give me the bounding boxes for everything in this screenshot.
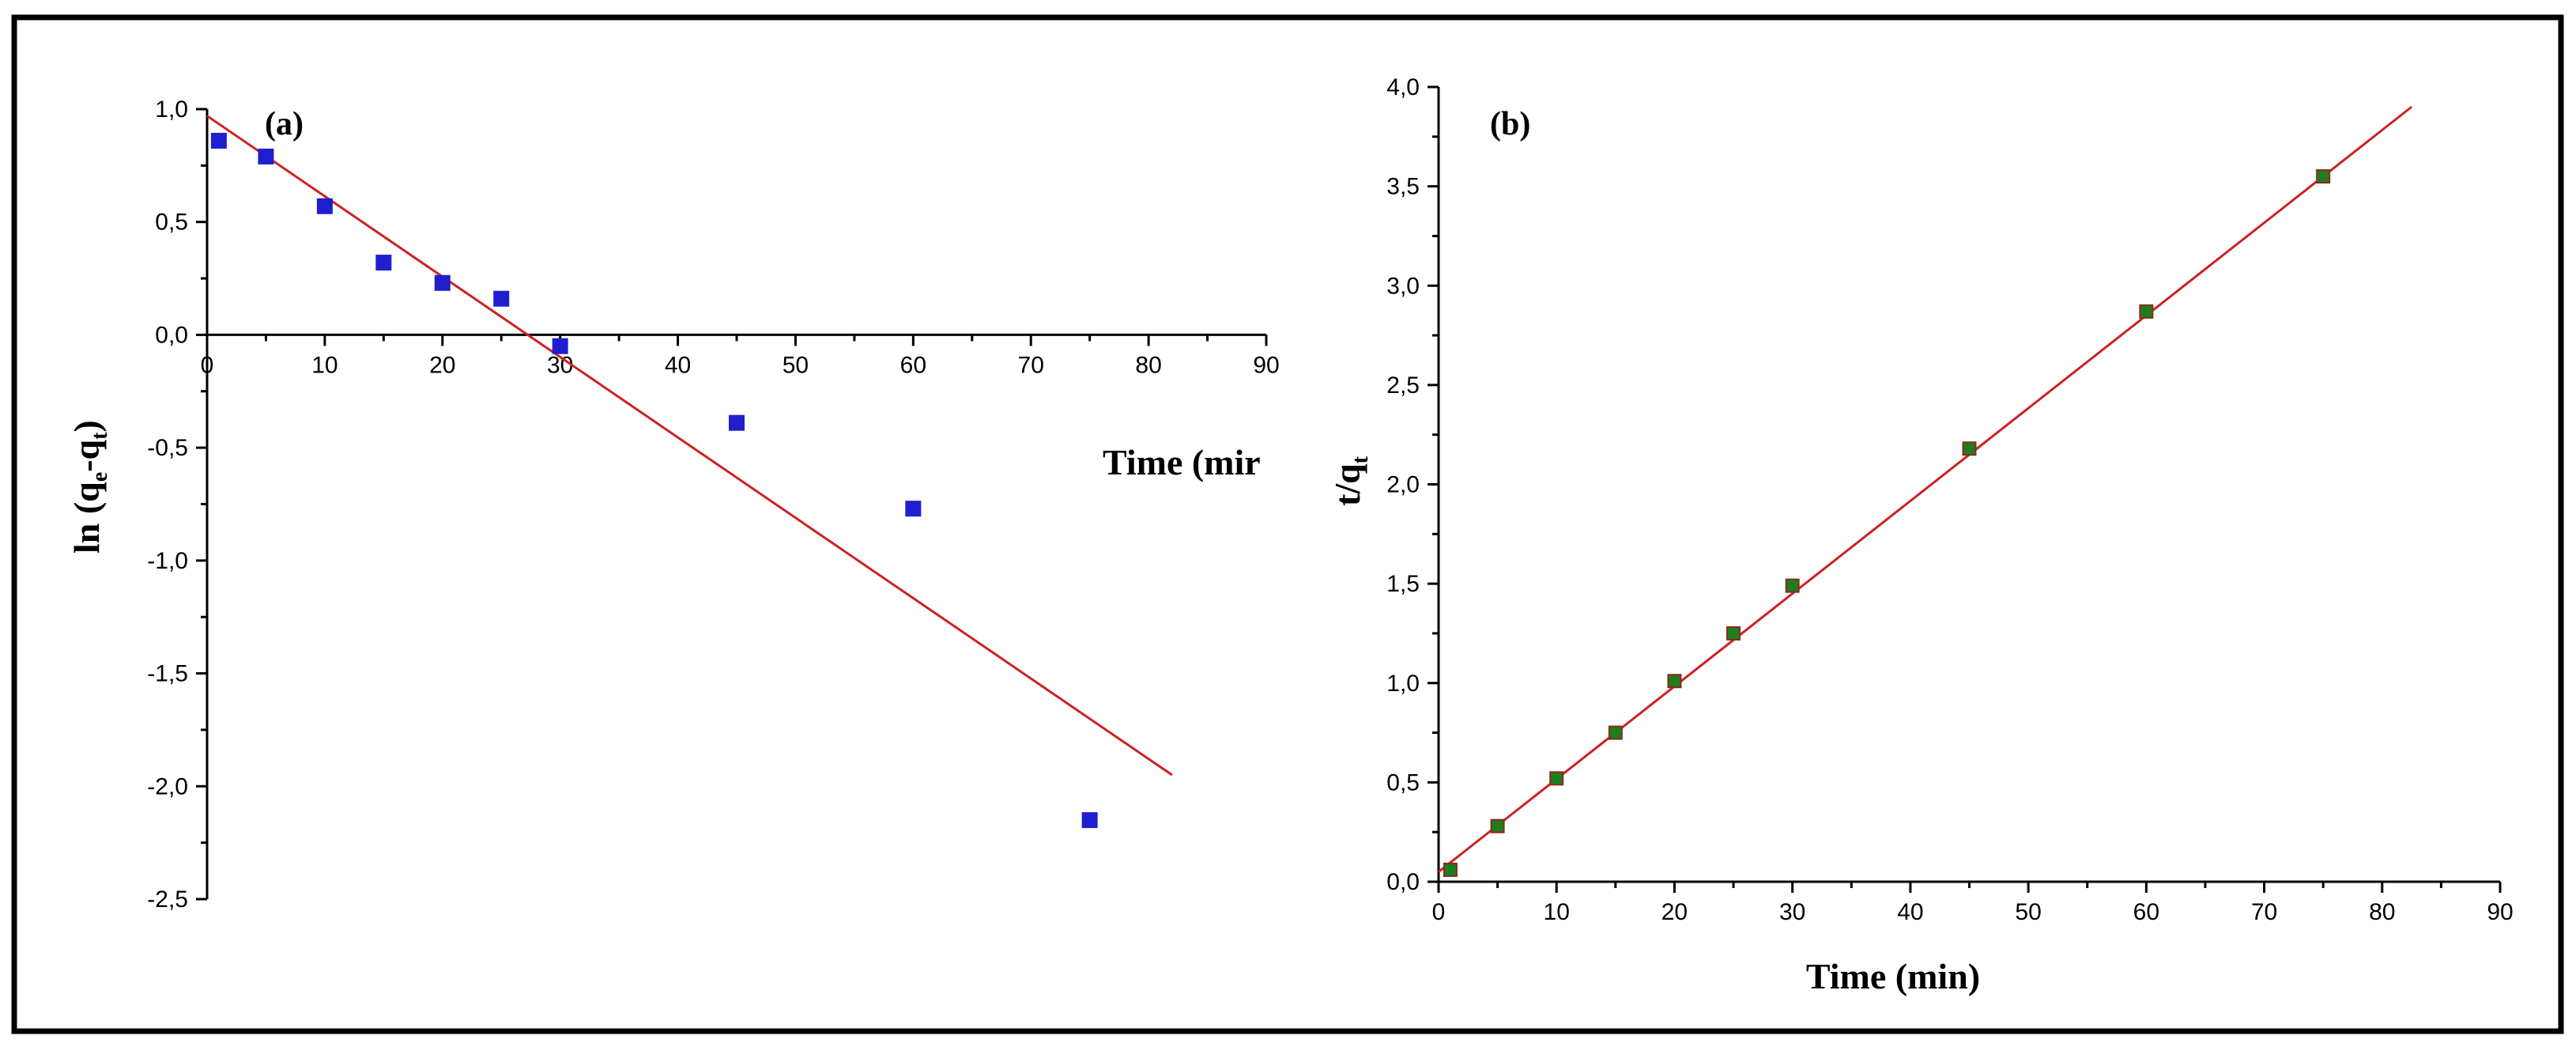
panel-b-x-tick-label: 50 — [2015, 899, 2041, 925]
figure-frame — [11, 14, 2564, 1034]
panel-b-y-tick-label: 2,5 — [1386, 372, 1420, 399]
panel-a-y-tick-label: -0,5 — [147, 435, 188, 461]
panel-a-x-tick-label: 50 — [783, 352, 809, 378]
panel-b-x-tick-label: 0 — [1432, 899, 1446, 925]
panel-a-data-point — [258, 148, 274, 164]
panel-a-ylabel-sub2: t — [88, 432, 112, 440]
panel-a-y-tick-label: -2,0 — [147, 773, 188, 799]
panel-a-ylabel-mid: -q — [66, 439, 107, 471]
panel-b-y-tick-label: 4,0 — [1386, 74, 1420, 100]
panel-b-y-tick-label: 0,5 — [1386, 769, 1420, 796]
panel-b-y-tick-label: 3,5 — [1386, 174, 1420, 200]
panel-a-ticks: 0 10 20 30 40 50 60 70 80 901,00,50,0-0,5-1,0-1,5… — [147, 96, 1279, 913]
panel-a-fit-line-group — [206, 115, 1173, 777]
panel-a-y-tick-label: 0,0 — [155, 322, 188, 348]
panel-b-ylabel-main: t/q — [1327, 463, 1367, 506]
panel-b-data-point — [1667, 674, 1682, 689]
panel-b-data-point — [2139, 304, 2154, 319]
panel-a-x-tick-label: 40 — [665, 352, 691, 378]
panel-a-points — [210, 132, 1098, 829]
panel-a-y-tick-label: 0,5 — [155, 210, 188, 236]
panel-b-ylabel-sub1: t — [1348, 455, 1373, 463]
panel-a-y-axis-title: ln (qe-qt) — [66, 420, 112, 554]
panel-a-x-axis-title: Time (mir — [1103, 442, 1261, 482]
panel-b: 0 10 20 30 40 50 60 70 80 90 0,0 0,5 1,0 1,5 2,0 2,5 3,0… — [1327, 74, 2514, 996]
panel-a-y-tick-label: 1,0 — [155, 96, 188, 123]
panel-a-data-point — [375, 255, 392, 271]
panel-a-ylabel-main: ln (q — [66, 482, 107, 554]
panel-b-fit-line-group — [1438, 105, 2413, 873]
panel-a-data-point — [1081, 812, 1098, 829]
panel-b-x-tick-label: 30 — [1779, 899, 1805, 925]
panel-a-x-tick-label: 60 — [900, 352, 926, 378]
panel-a-fit-line — [206, 115, 1173, 777]
panel-a-y-tick-label: -2,5 — [147, 886, 188, 913]
panel-b-x-tick-label: 10 — [1544, 899, 1570, 925]
panel-b-y-axis-title: t/qt — [1327, 455, 1373, 506]
panel-b-x-tick-label: 20 — [1661, 899, 1688, 925]
panel-b-x-tick-label: 70 — [2251, 899, 2277, 925]
panel-b-data-point — [1443, 862, 1458, 877]
panel-a-data-point — [905, 501, 922, 517]
panel-a-x-tick-label: 90 — [1253, 352, 1279, 378]
panel-a-data-point — [316, 198, 333, 214]
panel-b-data-point — [1785, 578, 1800, 593]
panel-a-y-tick-label: -1,0 — [147, 548, 188, 574]
panel-a-x-tick-label: 0 — [201, 352, 214, 378]
panel-a-x-tick-label: 20 — [429, 352, 455, 378]
panel-b-fit-line — [1438, 105, 2413, 873]
panel-a-data-point — [434, 274, 451, 291]
panel-b-data-point — [1608, 725, 1623, 740]
panel-b-ticks: 0 10 20 30 40 50 60 70 80 90 0,0 0,5 1,0 1,5 2,0 2,5 3,0… — [1386, 74, 2513, 925]
panel-b-y-tick-label: 0,0 — [1386, 869, 1420, 895]
panel-b-y-tick-label: 1,5 — [1386, 571, 1420, 597]
panel-a-ylabel-sub1: e — [88, 472, 112, 482]
panel-a-data-point — [493, 290, 510, 307]
panel-b-data-point — [1962, 441, 1977, 456]
panel-a-data-point — [210, 132, 227, 149]
panel-b-label: (b) — [1490, 106, 1530, 142]
panel-a-x-tick-label: 10 — [311, 352, 338, 378]
panel-b-y-tick-label: 1,0 — [1386, 671, 1420, 697]
panel-a-ylabel-end: ) — [66, 420, 107, 432]
panel-a-y-tick-label: -1,5 — [147, 661, 188, 687]
panel-b-data-point — [1726, 626, 1741, 641]
panel-b-x-tick-label: 80 — [2369, 899, 2395, 925]
panel-a-data-point — [552, 338, 568, 354]
panel-a-label: (a) — [265, 106, 304, 142]
panel-a-data-point — [729, 414, 745, 431]
panel-b-y-tick-label: 3,0 — [1386, 273, 1420, 299]
panel-b-data-point — [1549, 771, 1564, 786]
panel-b-y-tick-label: 2,0 — [1386, 472, 1420, 498]
panel-b-data-point — [1490, 818, 1505, 833]
panel-b-x-axis-title: Time (min) — [1806, 956, 1980, 996]
panel-b-points — [1443, 169, 2331, 877]
panel-b-x-tick-label: 90 — [2487, 899, 2513, 925]
panel-b-x-tick-label: 60 — [2133, 899, 2159, 925]
panel-a: 0 10 20 30 40 50 60 70 80 901,00,50,0-0,5-1,0-1,5… — [66, 96, 1280, 913]
panel-b-x-tick-label: 40 — [1897, 899, 1923, 925]
panel-a-x-tick-label: 70 — [1018, 352, 1044, 378]
panel-b-data-point — [2316, 169, 2331, 184]
panel-a-x-tick-label: 80 — [1135, 352, 1161, 378]
